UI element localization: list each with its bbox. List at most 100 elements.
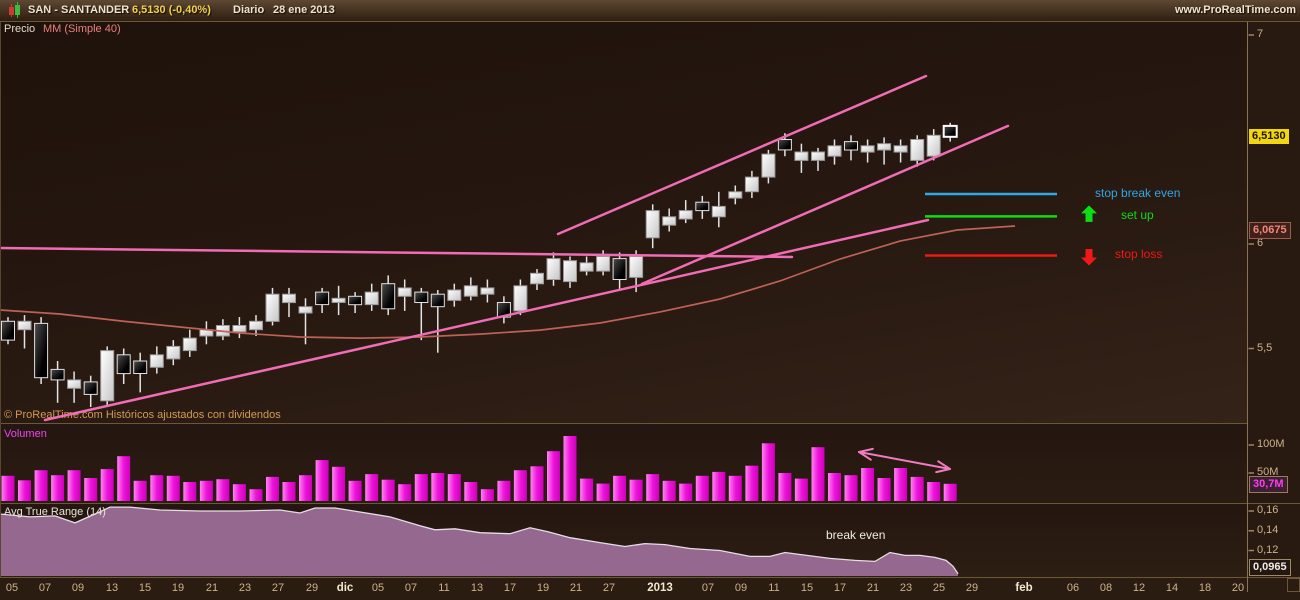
volume-bar <box>117 456 131 501</box>
atr-area <box>0 507 958 576</box>
volume-bar <box>365 474 379 501</box>
candle <box>860 145 875 153</box>
candle <box>17 320 32 331</box>
candle <box>381 283 396 310</box>
volume-bar <box>51 475 65 501</box>
candle <box>331 297 346 303</box>
volume-bar <box>662 480 676 501</box>
candle <box>149 354 164 368</box>
volume-bar <box>844 475 858 501</box>
candle <box>530 272 544 285</box>
volume-bar <box>513 470 527 501</box>
volume-bar <box>133 480 147 501</box>
volume-bar <box>943 483 957 501</box>
candle <box>166 345 181 360</box>
volume-bar <box>596 483 610 501</box>
volume-bar <box>695 475 709 501</box>
candle <box>34 322 49 379</box>
candle <box>1 320 15 341</box>
volume-bar <box>745 465 759 501</box>
up-arrow-icon <box>1081 205 1097 214</box>
symbol-title: SAN - SANTANDER <box>28 4 130 16</box>
volume-bar <box>34 470 48 501</box>
candle <box>315 291 330 306</box>
candle <box>546 258 561 281</box>
trend-line <box>0 246 794 259</box>
volume-bar <box>299 475 312 501</box>
volume-bar <box>894 468 908 501</box>
candle <box>893 145 908 153</box>
volume-decline-arrow <box>937 460 951 470</box>
volume-bar <box>679 483 693 501</box>
candle <box>364 291 379 306</box>
volume-bar <box>811 447 825 501</box>
candle <box>695 201 710 212</box>
corner-resize-box <box>1287 578 1300 592</box>
candle <box>249 320 263 331</box>
candle <box>877 143 892 151</box>
up-arrow-icon <box>1085 212 1093 222</box>
volume-bar <box>216 479 230 501</box>
candle <box>133 360 148 374</box>
volume-bar <box>332 466 346 501</box>
volume-bar <box>547 451 560 501</box>
trend-line <box>43 218 930 422</box>
candle <box>629 256 644 278</box>
candle <box>563 260 577 283</box>
volume-bar <box>927 482 941 501</box>
volume-bar <box>861 468 875 501</box>
date-label: 28 ene 2013 <box>273 4 335 16</box>
volume-bar <box>646 474 660 501</box>
candle <box>744 176 759 193</box>
volume-bar <box>381 479 395 501</box>
candle <box>232 325 247 333</box>
volume-decline-arrow <box>858 447 874 453</box>
atr-line <box>0 506 959 575</box>
volume-bar <box>728 475 742 501</box>
candle <box>596 256 611 272</box>
volume-bar <box>480 489 494 501</box>
volume-bar <box>414 474 428 501</box>
volume-bar <box>18 480 31 501</box>
candle <box>348 295 363 306</box>
price-panel[interactable] <box>0 22 1248 423</box>
volume-bar <box>282 482 296 501</box>
candle <box>827 145 842 157</box>
candle <box>282 293 296 304</box>
last-price-change: 6,5130 (-0,40%) <box>132 4 211 16</box>
candle <box>50 368 65 381</box>
volume-bar <box>497 480 511 501</box>
volume-bar <box>166 475 180 501</box>
candle <box>182 337 197 352</box>
volume-decline-arrow <box>858 451 951 470</box>
candle <box>430 293 445 308</box>
volume-bar <box>84 478 98 501</box>
volume-bar <box>232 484 246 501</box>
timeframe-label[interactable]: Diario <box>233 4 265 16</box>
candle <box>728 191 743 199</box>
candle <box>910 139 925 161</box>
candle-last-selected <box>942 124 958 138</box>
volume-decline-arrow <box>858 451 872 461</box>
volume-bar <box>431 473 445 501</box>
candle <box>480 287 495 295</box>
volume-bar <box>100 469 114 501</box>
volume-bar <box>761 443 775 501</box>
title-bar: SAN - SANTANDER 6,5130 (-0,40%) Diario 2… <box>0 0 1300 21</box>
volume-bar <box>266 476 279 501</box>
candle <box>83 381 98 395</box>
candle <box>761 153 776 178</box>
volume-bar <box>249 489 263 501</box>
down-arrow-icon <box>1081 257 1097 266</box>
time-axis-strip[interactable] <box>0 578 1300 600</box>
candle <box>579 262 594 272</box>
volume-bar <box>910 476 924 501</box>
mm-simple-40-line <box>0 225 1016 339</box>
candle <box>513 285 528 312</box>
candle <box>414 291 429 304</box>
candle <box>926 134 941 157</box>
volume-bar <box>580 478 594 501</box>
website-link[interactable]: www.ProRealTime.com <box>1174 4 1296 16</box>
